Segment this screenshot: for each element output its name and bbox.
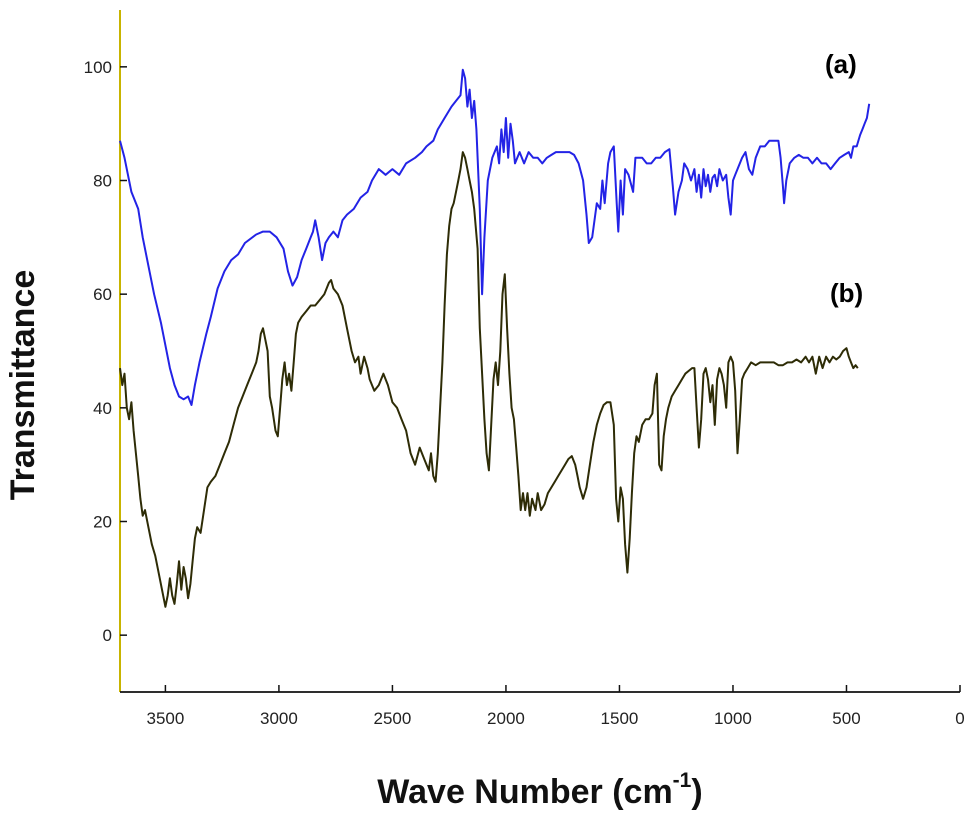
x-tick-label-1: 3000 [260, 709, 298, 728]
x-axis-title-main: Wave Number (cm [377, 773, 672, 811]
x-tick-label-2: 2500 [374, 709, 412, 728]
x-tick-label-6: 500 [832, 709, 860, 728]
series-tag-b: (b) [830, 278, 863, 308]
y-tick-label-5: 100 [84, 58, 112, 77]
series-tag-a: (a) [825, 49, 857, 79]
y-tick-label-3: 60 [93, 285, 112, 304]
x-tick-label-5: 1000 [714, 709, 752, 728]
series-line-b [119, 151, 859, 608]
x-tick-label-0: 3500 [146, 709, 184, 728]
y-axis-title: Transmittance [4, 270, 42, 501]
series-layer [119, 68, 871, 608]
series-line-a [119, 68, 871, 406]
y-tick-label-0: 0 [103, 626, 112, 645]
x-axis-title-close: ) [691, 773, 702, 811]
x-tick-label-3: 2000 [487, 709, 525, 728]
x-tick-label-7: 0 [955, 709, 964, 728]
y-axis-ticks: 0 20 40 60 80 100 [84, 58, 127, 645]
x-tick-label-4: 1500 [601, 709, 639, 728]
y-tick-label-1: 20 [93, 513, 112, 532]
y-tick-label-2: 40 [93, 399, 112, 418]
x-axis-ticks: 3500 3000 2500 2000 1500 1000 500 0 [146, 685, 965, 728]
y-tick-label-4: 80 [93, 172, 112, 191]
x-axis-title: Wave Number (cm-1) [377, 769, 702, 811]
x-axis-title-superscript: -1 [673, 769, 692, 792]
plot-frame [119, 10, 960, 693]
